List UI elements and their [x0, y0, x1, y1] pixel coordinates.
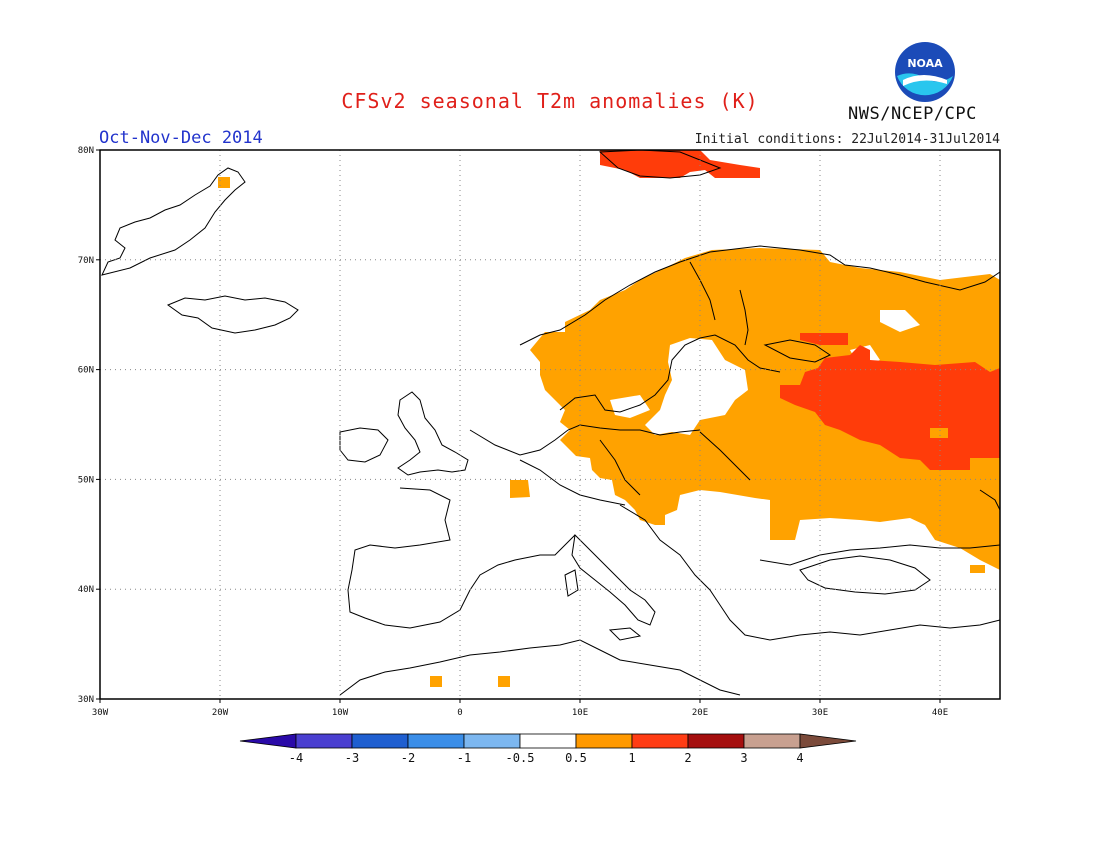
y-tick-label: 60N: [78, 366, 94, 376]
colorbar-segment: [575, 733, 633, 749]
x-tick-label: 10W: [332, 708, 349, 718]
anomaly-gap: [610, 310, 920, 435]
colorbar-label: -0.5: [506, 751, 535, 765]
x-tick-label: 40E: [932, 708, 948, 718]
x-tick-label: 0: [457, 708, 462, 718]
anomaly-region-red: [600, 150, 1000, 470]
colorbar-segment: [631, 733, 689, 749]
colorbar-label: -3: [345, 751, 359, 765]
axis-ticks: 30W 20W 10W 0 10E 20E 30E 40E 30N 40N 50N 60N 70N 80N: [78, 146, 948, 718]
colorbar-segment: [463, 733, 521, 749]
map-title: CFSv2 seasonal T2m anomalies (K): [341, 89, 759, 113]
colorbar-label: 4: [796, 751, 803, 765]
colorbar-segment: [687, 733, 745, 749]
y-tick-label: 40N: [78, 585, 94, 595]
anomaly-region-orange: [218, 177, 1000, 687]
coastlines: [101, 149, 1001, 696]
x-tick-label: 30W: [92, 708, 109, 718]
colorbar-arrow-right: [799, 733, 857, 749]
colorbar-segment: [351, 733, 409, 749]
gridlines: [100, 150, 1000, 699]
colorbar: -4 -3 -2 -1 -0.5 0.5 1 2 3 4: [239, 733, 857, 765]
x-tick-label: 10E: [572, 708, 588, 718]
agency-label: NWS/NCEP/CPC: [848, 104, 977, 124]
x-tick-label: 30E: [812, 708, 828, 718]
colorbar-segment: [519, 733, 577, 749]
colorbar-arrow-left: [239, 733, 297, 749]
anomaly-fields: [218, 150, 1000, 687]
initial-conditions: Initial conditions: 22Jul2014-31Jul2014: [694, 132, 1000, 147]
colorbar-label: -2: [401, 751, 415, 765]
y-tick-label: 50N: [78, 475, 94, 485]
anomaly-gap-red: [930, 428, 948, 438]
colorbar-label: 3: [740, 751, 747, 765]
y-tick-label: 30N: [78, 695, 94, 705]
colorbar-label: -1: [457, 751, 471, 765]
colorbar-label: -4: [289, 751, 303, 765]
map-frame: [99, 149, 1001, 700]
colorbar-segment: [407, 733, 465, 749]
colorbar-label: 1: [628, 751, 635, 765]
noaa-logo-icon: NOAA: [895, 42, 955, 102]
colorbar-segment: [743, 733, 801, 749]
svg-text:NOAA: NOAA: [907, 57, 943, 70]
y-tick-label: 80N: [78, 146, 94, 156]
forecast-period: Oct-Nov-Dec 2014: [99, 128, 263, 148]
x-tick-label: 20E: [692, 708, 708, 718]
colorbar-label: 0.5: [565, 751, 587, 765]
x-tick-label: 20W: [212, 708, 229, 718]
colorbar-label: 2: [684, 751, 691, 765]
y-tick-label: 70N: [78, 256, 94, 266]
colorbar-segment: [295, 733, 353, 749]
